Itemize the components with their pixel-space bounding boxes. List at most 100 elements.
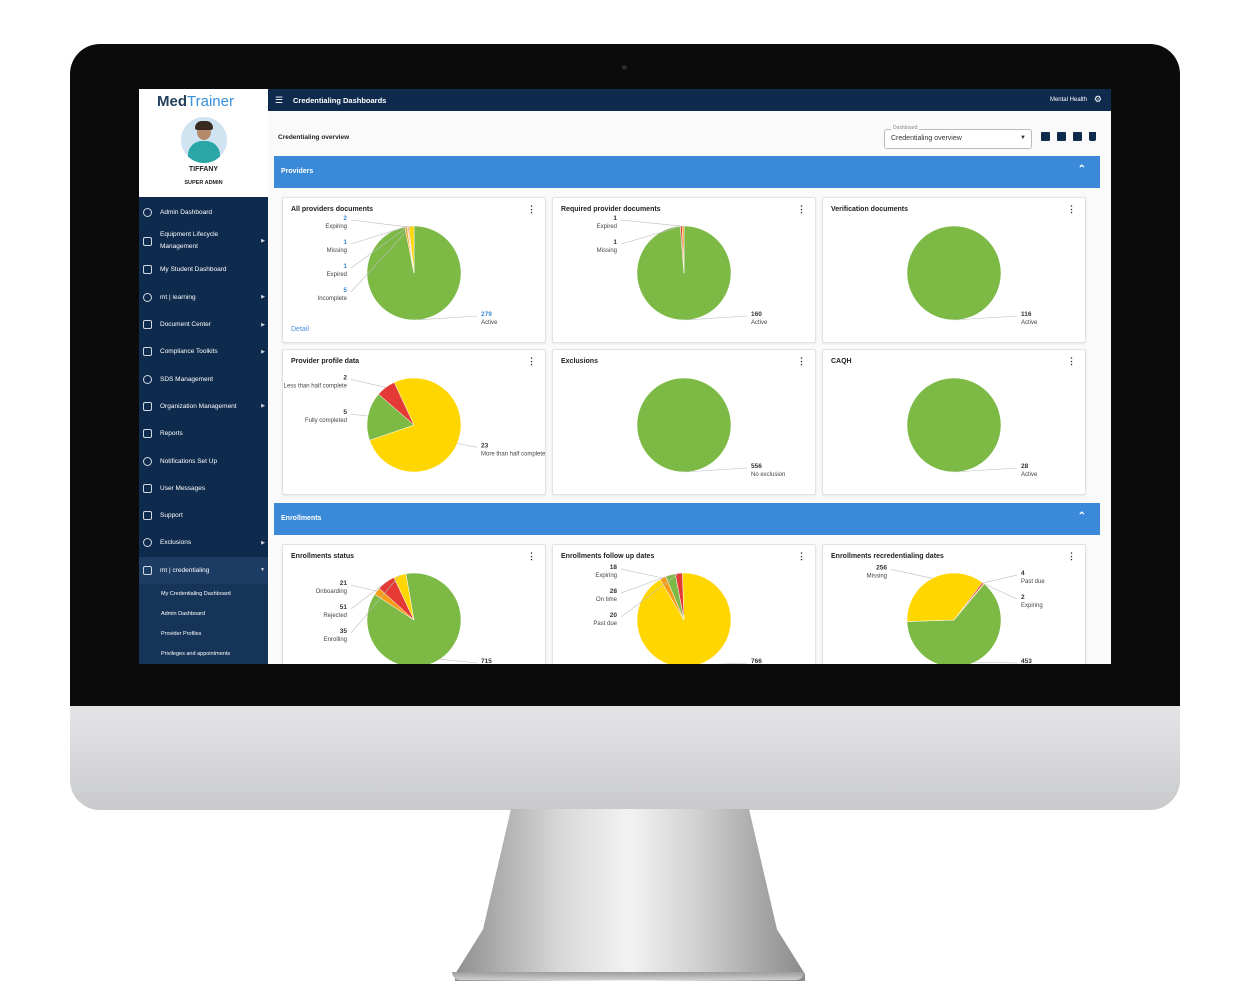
trash-icon[interactable]	[1089, 132, 1096, 141]
notifications-icon	[143, 456, 152, 466]
dashboard-icon	[143, 208, 152, 218]
data-label-text: Incomplete	[318, 296, 348, 302]
data-label-value: 28	[1021, 463, 1029, 470]
sidebar-item-label: Equipment Lifecycle Management	[160, 231, 219, 251]
chevron-right-icon[interactable]: ▶	[261, 539, 265, 546]
more-options-icon[interactable]: ⋮	[527, 356, 536, 366]
data-label-text: No exclusion	[751, 472, 785, 478]
sidebar-item-reports[interactable]: Reports	[139, 420, 268, 447]
sidebar-item-label: My Student Dashboard	[160, 266, 227, 274]
pie-slice-no-exclusion[interactable]	[636, 377, 732, 473]
card-title: Enrollments status	[291, 553, 355, 560]
more-options-icon[interactable]: ⋮	[797, 356, 806, 366]
data-label-value: 35	[340, 628, 348, 635]
avatar-body	[188, 141, 220, 163]
label-leader-line	[890, 569, 933, 579]
sidebar-item-admin-dashboard[interactable]: Admin Dashboard	[139, 199, 268, 226]
data-label-text: Expired	[327, 272, 347, 278]
more-options-icon[interactable]: ⋮	[527, 204, 536, 214]
chart-card-caqh: CAQH ⋮ 28 Active	[822, 349, 1086, 495]
data-label-value: 51	[340, 604, 348, 611]
sidebar-item-equipment-lifecycle-management[interactable]: Equipment Lifecycle Management ▶	[139, 226, 268, 256]
enrollments-section-header[interactable]: Enrollments ⌃	[274, 503, 1100, 535]
chart-card-all-providers-documents: All providers documents ⋮ Detail 279 Active 2…	[282, 197, 546, 343]
sidebar-item-support[interactable]: Support	[139, 502, 268, 529]
save-as-icon[interactable]	[1073, 132, 1082, 141]
sidebar-item-document-center[interactable]: Document Center ▶	[139, 311, 268, 338]
pie-slice-active[interactable]	[906, 377, 1002, 473]
hamburger-menu-icon[interactable]: ☰	[275, 95, 284, 105]
sidebar-subitem-provider-profiles[interactable]: Provider Profiles	[139, 623, 268, 644]
sidebar-subitem-admin-dashboard[interactable]: Admin Dashboard	[139, 603, 268, 624]
layout-grid-icon[interactable]	[1041, 132, 1050, 141]
data-label-text: Active	[751, 320, 768, 326]
chart-card-verification-documents: Verification documents ⋮ 116 Active	[822, 197, 1086, 343]
pie-slice-past-due[interactable]	[675, 572, 685, 621]
data-label-text: Onboarding	[316, 589, 347, 595]
more-options-icon[interactable]: ⋮	[1067, 356, 1076, 366]
sidebar-item-mt-learning[interactable]: mt | learning ▶	[139, 284, 268, 311]
pie-slice-more-than-half-complete[interactable]	[369, 377, 462, 473]
chart-card-provider-profile-data: Provider profile data ⋮ 23 More than half c…	[282, 349, 546, 495]
pie-chart: 279 Active 2 Expiring 1 Missing 1 Expired 5 Incom…	[318, 215, 498, 326]
data-label-text: More than half complete	[481, 451, 545, 457]
messages-icon	[143, 483, 152, 493]
gear-icon[interactable]: ⚙	[1093, 94, 1102, 104]
more-options-icon[interactable]: ⋮	[1067, 551, 1076, 561]
sidebar-item-notifications-set-up[interactable]: Notifications Set Up	[139, 447, 268, 474]
avatar[interactable]	[181, 117, 227, 163]
sidebar-item-organization-management[interactable]: Organization Management ▶	[139, 393, 268, 420]
top-bar: ☰ Credentialing Dashboards Mental Health…	[268, 89, 1111, 111]
chevron-right-icon[interactable]: ▶	[261, 403, 265, 410]
label-leader-line	[716, 662, 748, 664]
detail-link[interactable]: Detail	[291, 326, 309, 333]
pie-slice-on-time[interactable]	[906, 583, 1002, 664]
pie-slice-missing[interactable]	[906, 572, 983, 622]
pie-slice-fully-completed[interactable]	[366, 393, 415, 441]
label-leader-line	[350, 225, 412, 293]
pie-slice-enrolling[interactable]	[393, 573, 415, 621]
chevron-right-icon[interactable]: ▶	[261, 294, 265, 301]
save-icon[interactable]	[1057, 132, 1066, 141]
dashboard-select[interactable]: Dashboard Credentialing overview ▼	[884, 125, 1032, 149]
sidebar-item-label: Organization Management	[160, 402, 237, 410]
chevron-down-icon[interactable]: ▼	[260, 567, 265, 574]
pie-chart: 160 Active 1 Expired 1 Missing	[597, 215, 768, 326]
more-options-icon[interactable]: ⋮	[797, 204, 806, 214]
reports-icon	[143, 429, 152, 439]
chevron-right-icon[interactable]: ▶	[261, 238, 265, 245]
data-label-text: Active	[1021, 320, 1038, 326]
data-label-value: 256	[876, 564, 887, 571]
sidebar-item-compliance-toolkits[interactable]: Compliance Toolkits ▶	[139, 338, 268, 365]
sidebar-item-exclusions[interactable]: Exclusions ▶	[139, 529, 268, 556]
data-label-text: Expiring	[1021, 603, 1043, 609]
sidebar-subitem-privileges-and-appointments[interactable]: Privileges and appointments	[139, 643, 268, 664]
pie-slice-active[interactable]	[906, 225, 1002, 321]
more-options-icon[interactable]: ⋮	[527, 551, 536, 561]
card-title: Enrollments recredentialing dates	[831, 553, 944, 560]
more-options-icon[interactable]: ⋮	[1067, 204, 1076, 214]
sidebar-subitem-my-credentialing-dashboard[interactable]: My Credentialing Dashboard	[139, 583, 268, 604]
sidebar-item-user-messages[interactable]: User Messages	[139, 475, 268, 502]
medtrainer-logo[interactable]: MedTrainer	[157, 93, 234, 110]
more-options-icon[interactable]: ⋮	[797, 551, 806, 561]
data-label-value: 5	[343, 409, 347, 416]
sidebar-item-mt-credentialing[interactable]: mt | credentialing ▼	[139, 556, 268, 584]
data-label-value: 23	[481, 442, 489, 449]
chevron-up-icon[interactable]: ⌃	[1077, 511, 1086, 522]
sidebar-item-sds-management[interactable]: SDS Management	[139, 365, 268, 392]
warning-icon	[143, 374, 152, 384]
book-icon	[143, 292, 152, 302]
chevron-up-icon[interactable]: ⌃	[1077, 164, 1086, 175]
tools-icon	[143, 347, 152, 357]
chevron-right-icon[interactable]: ▶	[261, 321, 265, 328]
data-label-text: Active	[481, 320, 498, 326]
organization-selector[interactable]: Mental Health	[1049, 97, 1087, 103]
sidebar-item-my-student-dashboard[interactable]: My Student Dashboard	[139, 256, 268, 283]
document-icon	[143, 320, 152, 330]
data-label-value: 2	[343, 215, 347, 222]
providers-section-header[interactable]: Providers ⌃	[274, 156, 1100, 188]
label-leader-line	[350, 219, 406, 228]
chevron-right-icon[interactable]: ▶	[261, 348, 265, 355]
sidebar-item-label: Support	[160, 512, 183, 520]
